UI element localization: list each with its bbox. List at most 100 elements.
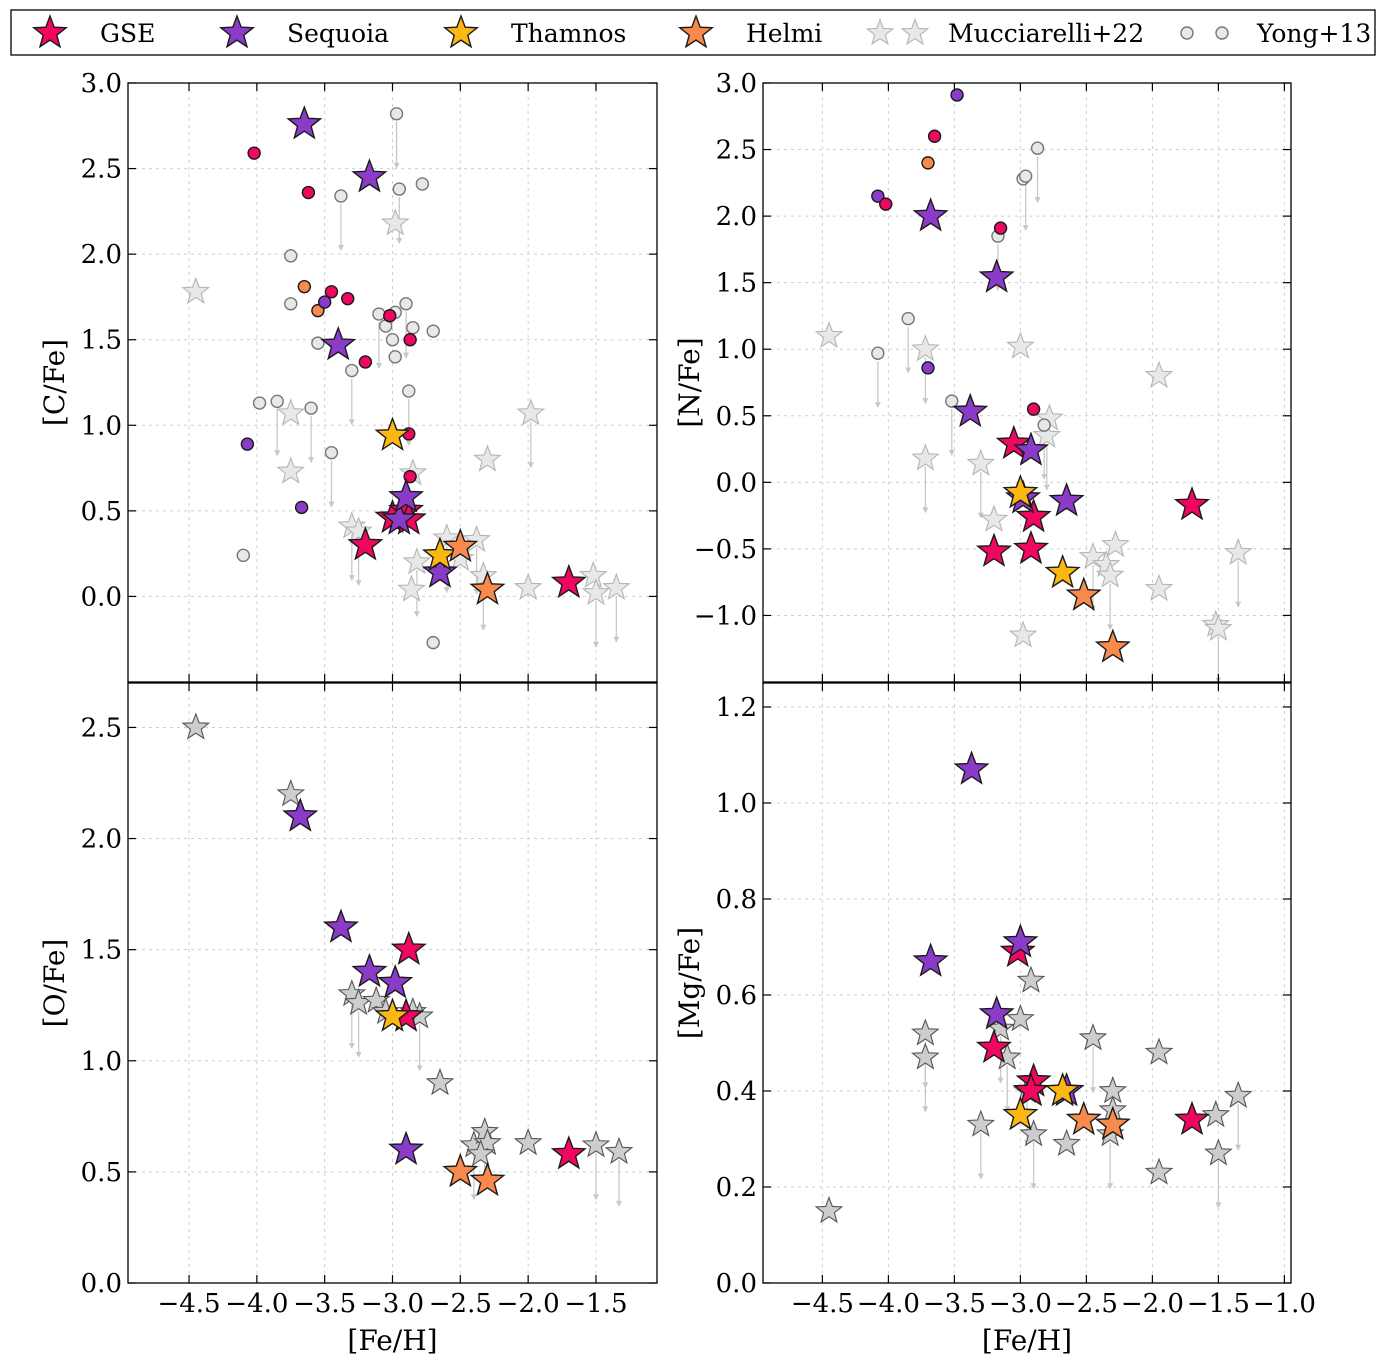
- upper-limit-arrow-head: [1235, 601, 1242, 608]
- point-muc: [1006, 331, 1035, 359]
- point-mucd: [1078, 1023, 1108, 1051]
- upper-limit-arrow-head: [1090, 1087, 1096, 1094]
- y-tick-label: 0.5: [81, 1158, 122, 1188]
- legend: GSE Sequoia Thamnos Helmi Mucciarelli+22 Yong…: [10, 9, 1376, 56]
- point-gse: [403, 469, 417, 484]
- x-tick-label: −1.0: [1253, 1289, 1316, 1319]
- upper-limit-arrow-head: [355, 580, 362, 587]
- point-mucd: [966, 1109, 996, 1137]
- point-hel: [469, 570, 506, 605]
- point-gse: [550, 563, 587, 599]
- point-gse: [1026, 402, 1041, 416]
- point-mucd: [604, 1136, 634, 1165]
- point-yon: [385, 333, 400, 347]
- point-muc: [979, 504, 1009, 532]
- upper-limit-arrow-head: [1034, 197, 1041, 204]
- point-yon: [406, 321, 420, 335]
- point-yon: [284, 297, 298, 311]
- point-seq: [912, 197, 949, 232]
- point-seq: [953, 750, 990, 785]
- y-tick-label: 2.5: [81, 155, 122, 185]
- point-muc: [1078, 541, 1108, 570]
- point-seq: [381, 500, 418, 535]
- point-gse: [1173, 485, 1211, 521]
- point-muc: [911, 443, 940, 471]
- upper-limit-arrow-head: [874, 402, 881, 409]
- legend-marker-seq: [218, 14, 256, 49]
- point-mucd: [1144, 1157, 1174, 1185]
- y-tick-label: 1.5: [716, 269, 757, 299]
- point-yon: [415, 177, 430, 191]
- point-mucd: [1019, 1119, 1048, 1147]
- x-axis-label: [Fe/H]: [982, 1324, 1072, 1357]
- point-tha: [1044, 553, 1081, 589]
- point-muc: [462, 524, 491, 553]
- point-tha: [1044, 1072, 1081, 1107]
- legend-label-seq: Sequoia: [287, 19, 389, 48]
- x-tick-label: −1.5: [1187, 1289, 1250, 1319]
- y-tick-label: 0.6: [716, 981, 757, 1011]
- point-muc: [513, 572, 543, 601]
- x-tick-label: −2.5: [1055, 1289, 1118, 1319]
- point-gse: [341, 291, 355, 306]
- panel-frame-nfe: [762, 82, 1292, 683]
- point-muc: [344, 516, 373, 544]
- upper-limit-arrow-head: [1215, 1202, 1222, 1209]
- point-muc: [181, 276, 211, 304]
- y-tick-label: 0.4: [716, 1077, 757, 1107]
- point-gse: [879, 197, 893, 211]
- point-gse: [301, 185, 316, 200]
- point-mucd: [911, 1018, 940, 1046]
- y-tick-label: 2.5: [81, 713, 122, 743]
- point-mucd: [1144, 1037, 1174, 1065]
- point-seq: [952, 392, 989, 428]
- x-tick-label: −2.0: [497, 1289, 560, 1319]
- point-gse: [1173, 1100, 1211, 1136]
- point-seq: [871, 189, 885, 203]
- x-tick-label: −3.5: [923, 1289, 986, 1319]
- point-seq: [1002, 923, 1039, 958]
- point-yon: [372, 307, 386, 321]
- legend-item-tha: Thamnos: [442, 14, 626, 49]
- upper-limit-arrow-head: [416, 1065, 423, 1072]
- point-seq: [351, 952, 388, 988]
- y-tick-label: 3.0: [716, 69, 757, 99]
- upper-limit-arrow-head: [274, 450, 281, 457]
- point-seq: [317, 295, 332, 309]
- point-muc: [911, 334, 940, 362]
- point-muc: [380, 208, 410, 236]
- point-yon: [270, 394, 284, 409]
- point-seq: [421, 553, 459, 588]
- point-hel: [1065, 576, 1102, 611]
- point-yon: [284, 249, 298, 263]
- upper-limit-arrow-head: [527, 462, 534, 469]
- panel-mgfe: 0.00.20.40.60.81.01.2−4.5 −4.0 −3.5 −3.0 −2.…: [673, 682, 1316, 1357]
- upper-limit-arrow-head: [592, 641, 599, 648]
- upper-limit-arrow-head: [328, 501, 335, 508]
- y-axis-label: [Mg/Fe]: [673, 927, 706, 1039]
- point-yon: [871, 346, 885, 360]
- upper-limit-arrow-head: [337, 244, 344, 251]
- point-seq: [286, 105, 323, 140]
- point-gse: [383, 309, 397, 323]
- x-tick-label: −3.5: [293, 1289, 356, 1319]
- legend-marker-tha: [442, 14, 480, 49]
- legend-item-gse: GSE: [31, 14, 155, 49]
- point-hel: [1065, 1100, 1102, 1136]
- point-yon: [345, 363, 359, 378]
- upper-limit-arrow-head: [1030, 1183, 1037, 1190]
- point-tha: [1002, 473, 1039, 509]
- point-muc: [397, 574, 426, 602]
- upper-limit-arrow-head: [348, 575, 355, 582]
- point-seq: [921, 361, 935, 375]
- y-tick-label: 2.0: [81, 825, 122, 855]
- point-seq: [351, 158, 388, 193]
- point-seq: [978, 995, 1015, 1030]
- point-yon: [402, 384, 416, 398]
- upper-limit-arrow-head: [396, 238, 403, 245]
- upper-limit-arrow-head: [1041, 474, 1048, 481]
- point-yon: [334, 189, 348, 203]
- point-seq: [912, 942, 949, 977]
- point-mucd: [1201, 1099, 1231, 1128]
- point-hel: [921, 156, 935, 170]
